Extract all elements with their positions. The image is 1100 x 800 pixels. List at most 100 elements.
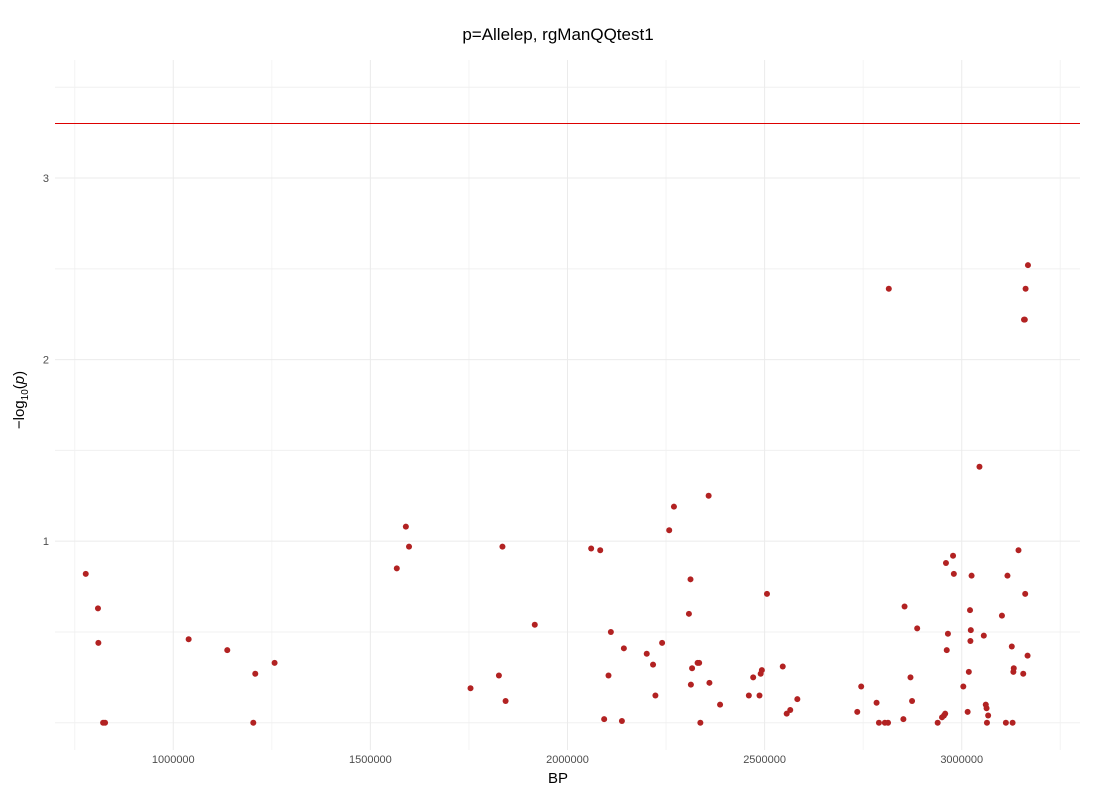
data-point bbox=[794, 696, 801, 703]
data-point bbox=[914, 625, 921, 632]
y-axis-title-subscript: 10 bbox=[20, 389, 31, 401]
data-point bbox=[224, 647, 231, 654]
x-axis-title: BP bbox=[548, 770, 568, 787]
data-point bbox=[965, 668, 972, 675]
data-point bbox=[495, 672, 502, 679]
data-point bbox=[942, 559, 949, 566]
data-point bbox=[756, 692, 763, 699]
data-point bbox=[901, 603, 908, 610]
data-point bbox=[393, 565, 400, 572]
data-point bbox=[985, 712, 992, 719]
y-axis-ticks: 1 2 3 bbox=[43, 173, 49, 548]
data-point bbox=[402, 523, 409, 530]
x-tick-label: 3000000 bbox=[940, 754, 983, 766]
data-point bbox=[875, 719, 882, 726]
data-point bbox=[909, 697, 916, 704]
data-point bbox=[943, 647, 950, 654]
data-point bbox=[499, 543, 506, 550]
data-point bbox=[717, 701, 724, 708]
data-point bbox=[1004, 572, 1011, 579]
data-point bbox=[885, 719, 892, 726]
data-point bbox=[967, 627, 974, 634]
data-point bbox=[854, 708, 861, 715]
data-point bbox=[964, 708, 971, 715]
data-point bbox=[666, 527, 673, 534]
x-tick-label: 2500000 bbox=[743, 754, 786, 766]
data-point bbox=[95, 639, 102, 646]
data-point bbox=[1021, 316, 1028, 323]
data-point bbox=[983, 719, 990, 726]
data-point bbox=[706, 679, 713, 686]
data-point bbox=[696, 659, 703, 666]
data-point bbox=[745, 692, 752, 699]
data-point bbox=[1020, 670, 1027, 677]
data-point bbox=[942, 710, 949, 717]
data-point bbox=[467, 685, 474, 692]
y-axis-title-open-paren: ( bbox=[11, 384, 28, 389]
data-point bbox=[670, 503, 677, 510]
y-axis-title-variable: p bbox=[11, 376, 28, 385]
data-point bbox=[1009, 719, 1016, 726]
x-tick-label: 1500000 bbox=[349, 754, 392, 766]
data-point bbox=[1022, 285, 1029, 292]
data-point bbox=[94, 605, 101, 612]
y-tick-label: 1 bbox=[43, 536, 49, 548]
data-point bbox=[620, 645, 627, 652]
data-point bbox=[758, 667, 765, 674]
data-point bbox=[82, 570, 89, 577]
y-axis-title-prefix: −log bbox=[11, 400, 28, 429]
data-point bbox=[607, 628, 614, 635]
data-point bbox=[967, 607, 974, 614]
data-point bbox=[250, 719, 257, 726]
data-point bbox=[967, 638, 974, 645]
data-point bbox=[618, 717, 625, 724]
data-point bbox=[659, 639, 666, 646]
data-point bbox=[588, 545, 595, 552]
y-tick-label: 2 bbox=[43, 355, 49, 367]
data-point bbox=[950, 570, 957, 577]
data-point bbox=[907, 674, 914, 681]
data-point bbox=[605, 672, 612, 679]
data-point bbox=[185, 636, 192, 643]
data-point bbox=[944, 630, 951, 637]
data-point bbox=[502, 697, 509, 704]
data-point bbox=[885, 285, 892, 292]
data-point bbox=[1024, 652, 1031, 659]
data-point bbox=[873, 699, 880, 706]
data-point bbox=[763, 590, 770, 597]
x-tick-label: 1000000 bbox=[152, 754, 195, 766]
data-point bbox=[650, 661, 657, 668]
data-point bbox=[406, 543, 413, 550]
data-point bbox=[102, 719, 109, 726]
data-point bbox=[1022, 590, 1029, 597]
data-point bbox=[934, 719, 941, 726]
data-point bbox=[1002, 719, 1009, 726]
y-axis-title-close-paren: ) bbox=[11, 371, 28, 376]
data-point bbox=[1024, 262, 1031, 269]
data-point bbox=[960, 683, 967, 690]
data-point bbox=[968, 572, 975, 579]
data-point bbox=[601, 716, 608, 723]
x-axis-ticks: 1000000 1500000 2000000 2500000 3000000 bbox=[152, 754, 983, 766]
data-point bbox=[1010, 665, 1017, 672]
data-point bbox=[858, 683, 865, 690]
data-point bbox=[252, 670, 259, 677]
data-points bbox=[82, 262, 1031, 726]
data-point bbox=[950, 552, 957, 559]
data-point bbox=[1008, 643, 1015, 650]
data-point bbox=[998, 612, 1005, 619]
data-point bbox=[705, 492, 712, 499]
data-point bbox=[983, 705, 990, 712]
data-point bbox=[531, 621, 538, 628]
data-point bbox=[980, 632, 987, 639]
y-tick-label: 3 bbox=[43, 173, 49, 185]
major-grid bbox=[55, 60, 1080, 750]
data-point bbox=[750, 674, 757, 681]
data-point bbox=[687, 681, 694, 688]
data-point bbox=[787, 707, 794, 714]
x-tick-label: 2000000 bbox=[546, 754, 589, 766]
data-point bbox=[271, 659, 278, 666]
data-point bbox=[779, 663, 786, 670]
chart-title: p=Allelep, rgManQQtest1 bbox=[462, 25, 653, 44]
